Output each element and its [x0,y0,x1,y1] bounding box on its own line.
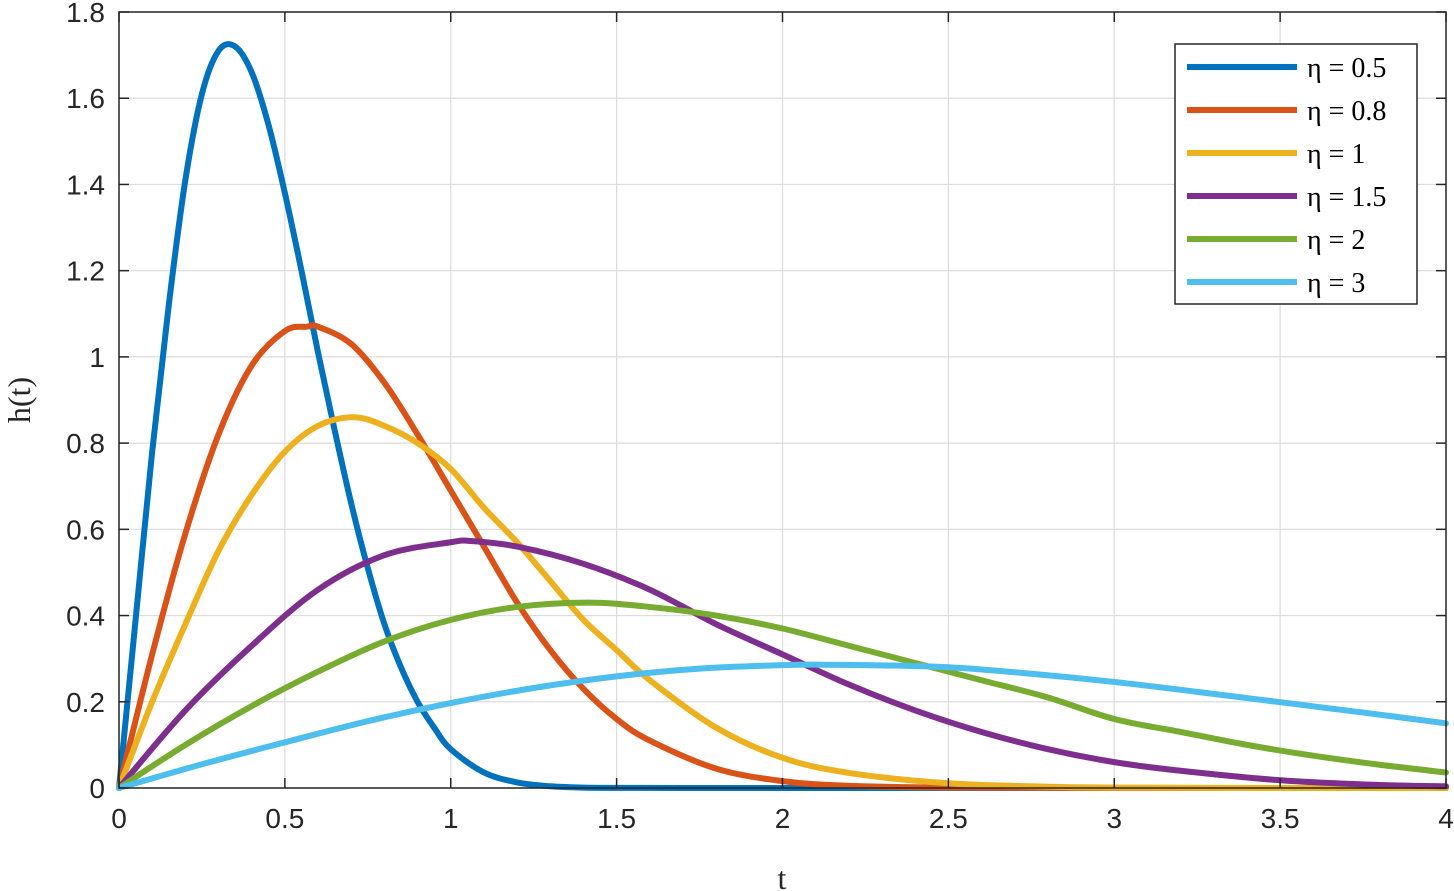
x-tick-label: 3.5 [1261,803,1300,834]
legend-label-5: η = 3 [1307,268,1365,299]
y-tick-label: 1.4 [66,169,105,200]
x-tick-label: 2 [775,803,791,834]
series-line-2 [116,414,1449,792]
x-tick-label: 0.5 [265,803,304,834]
x-tick-label: 1.5 [597,803,636,834]
y-tick-label: 0.8 [66,428,105,459]
legend-label-1: η = 0.8 [1307,96,1386,127]
series-line-5 [116,661,1449,791]
x-tick-label: 3 [1106,803,1122,834]
legend-label-3: η = 1.5 [1307,182,1386,213]
grid [118,11,1447,789]
legend: η = 0.5 η = 0.8 η = 1 η = 1.5 η = 2 η = 3 [1174,43,1418,305]
y-tick-label: 1 [89,342,105,373]
y-tick-label: 0 [89,773,105,804]
legend-label-4: η = 2 [1307,225,1365,256]
y-tick-label: 1.8 [66,0,105,28]
legend-label-0: η = 0.5 [1307,53,1386,84]
y-axis-title: h(t) [1,377,37,423]
legend-label-2: η = 1 [1307,139,1365,170]
y-tick-label: 0.4 [66,601,105,632]
x-tick-label: 0 [111,803,127,834]
legend-box [1174,43,1418,305]
y-tick-label: 1.2 [66,256,105,287]
x-axis-ticks: 0 0.5 1 1.5 2 2.5 3 3.5 4 [111,12,1454,834]
x-tick-label: 4 [1438,803,1454,834]
series-layer [116,41,1449,792]
series-line-4 [116,599,1449,791]
x-tick-label: 1 [443,803,459,834]
x-tick-label: 2.5 [929,803,968,834]
y-tick-label: 0.6 [66,514,105,545]
y-tick-label: 1.6 [66,83,105,114]
y-axis-ticks: 0 0.2 0.4 0.6 0.8 1 1.2 1.4 1.6 1.8 [66,0,1446,804]
x-axis-title: t [778,860,787,891]
y-tick-label: 0.2 [66,687,105,718]
series-line-3 [116,537,1449,791]
